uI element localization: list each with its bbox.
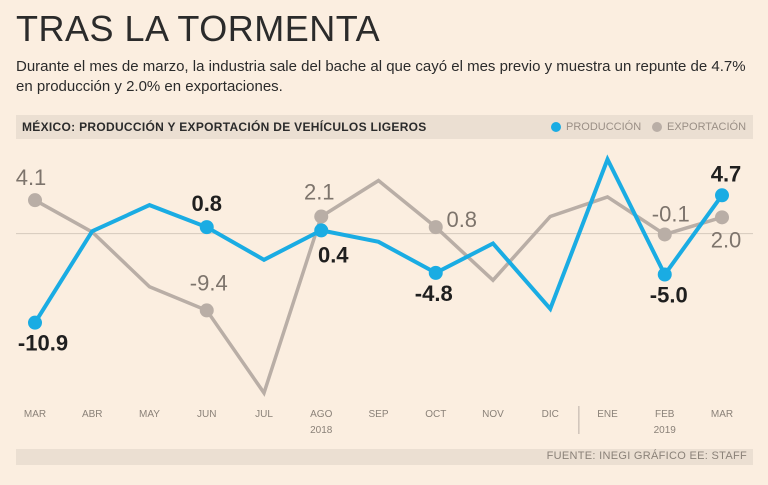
point-marker-exportacion xyxy=(28,193,42,208)
point-marker-produccion xyxy=(199,220,214,235)
series-line-produccion xyxy=(33,154,724,324)
point-marker-exportacion xyxy=(715,210,729,225)
x-tick-label: ABR xyxy=(82,409,103,420)
data-label-exportacion: 4.1 xyxy=(16,165,47,190)
x-tick-label: SEP xyxy=(368,409,388,420)
x-tick-label: AGO xyxy=(310,409,332,420)
x-tick-label: FEB xyxy=(655,409,675,420)
legend-produccion-label: PRODUCCIÓN xyxy=(566,121,642,133)
point-marker-exportacion xyxy=(428,220,443,235)
page-title: TRAS LA TORMENTA xyxy=(16,8,381,49)
point-marker-exportacion xyxy=(314,209,329,224)
x-tick-label: NOV xyxy=(482,409,504,420)
point-marker-exportacion xyxy=(199,303,214,318)
x-tick-label: MAR xyxy=(711,409,733,420)
data-label-produccion: 0.4 xyxy=(318,242,349,267)
data-label-produccion: -10.9 xyxy=(18,331,68,356)
x-tick-label: MAR xyxy=(24,409,46,420)
series-line-exportacion xyxy=(34,178,723,397)
legend-exportacion-dot xyxy=(652,122,662,132)
data-label-exportacion: 0.8 xyxy=(446,207,477,232)
legend-produccion-dot xyxy=(551,122,561,132)
point-marker-exportacion xyxy=(657,227,672,242)
chart-heading: MÉXICO: PRODUCCIÓN Y EXPORTACIÓN DE VEHÍ… xyxy=(22,120,427,134)
x-tick-label: JUN xyxy=(197,409,216,420)
x-tick-label: OCT xyxy=(425,409,446,420)
chart-header-bar: MÉXICO: PRODUCCIÓN Y EXPORTACIÓN DE VEHÍ… xyxy=(16,115,753,139)
data-label-exportacion: -0.1 xyxy=(652,201,690,226)
data-label-produccion: 4.7 xyxy=(711,161,742,186)
data-label-produccion: -5.0 xyxy=(650,283,688,308)
x-tick-label: JUL xyxy=(255,409,273,420)
year-label: 2019 xyxy=(654,425,677,436)
subtitle: Durante el mes de marzo, la industria sa… xyxy=(16,58,746,95)
point-marker-produccion xyxy=(657,267,672,282)
legend-produccion: PRODUCCIÓN xyxy=(551,121,641,133)
source-credit: FUENTE: INEGI GRÁFICO EE: STAFF xyxy=(546,450,747,462)
x-tick-label: MAY xyxy=(139,409,160,420)
x-tick-label: DIC xyxy=(542,409,559,420)
data-label-produccion: -4.8 xyxy=(415,281,453,306)
point-marker-produccion xyxy=(28,315,42,330)
data-label-exportacion: 2.0 xyxy=(711,227,742,252)
year-label: 2018 xyxy=(310,425,333,436)
point-marker-produccion xyxy=(428,265,443,280)
footer-bar: FUENTE: INEGI GRÁFICO EE: STAFF xyxy=(16,449,753,465)
data-label-produccion: 0.8 xyxy=(191,191,222,216)
legend-exportacion: EXPORTACIÓN xyxy=(652,121,746,133)
point-marker-produccion xyxy=(314,223,329,238)
data-label-exportacion: 2.1 xyxy=(304,180,335,205)
x-tick-label: ENE xyxy=(597,409,618,420)
data-label-exportacion: -9.4 xyxy=(190,270,228,295)
legend-exportacion-label: EXPORTACIÓN xyxy=(667,121,747,133)
point-marker-produccion xyxy=(715,188,729,203)
